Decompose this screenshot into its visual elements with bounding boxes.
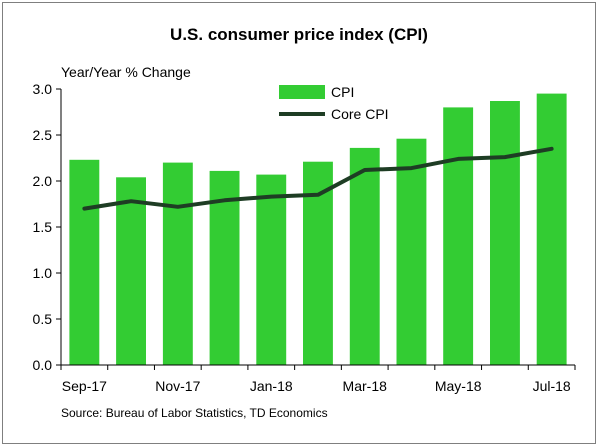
y-tick-label-0.0: 0.0 <box>33 357 53 373</box>
cpi-chart: U.S. consumer price index (CPI) Year/Yea… <box>33 25 576 420</box>
cpi-bar-apr-18 <box>396 138 427 365</box>
cpi-bars <box>69 93 567 366</box>
cpi-bar-jul-18 <box>536 93 567 365</box>
x-tick-label-sep-17: Sep-17 <box>62 378 107 394</box>
cpi-bar-may-18 <box>443 107 474 366</box>
y-tick-label-0.5: 0.5 <box>33 311 53 327</box>
legend-label-core-cpi: Core CPI <box>331 106 389 122</box>
cpi-bar-jan-18 <box>256 174 287 365</box>
y-tick-label-1.0: 1.0 <box>33 265 53 281</box>
x-tick-label-may-18: May-18 <box>435 378 482 394</box>
cpi-bar-feb-18 <box>303 161 333 365</box>
cpi-bar-jun-18 <box>490 101 520 365</box>
cpi-bar-mar-18 <box>349 147 380 365</box>
chart-title: U.S. consumer price index (CPI) <box>170 25 428 44</box>
cpi-bar-sep-17 <box>69 159 100 365</box>
x-tick-label-nov-17: Nov-17 <box>155 378 200 394</box>
chart-frame: U.S. consumer price index (CPI) Year/Yea… <box>2 2 596 444</box>
y-tick-label-1.5: 1.5 <box>33 219 53 235</box>
y-tick-label-2.5: 2.5 <box>33 127 53 143</box>
core-cpi-line-group <box>82 146 554 211</box>
legend-label-cpi: CPI <box>331 84 354 100</box>
x-tick-label-jul-18: Jul-18 <box>533 378 571 394</box>
x-tick-label-jan-18: Jan-18 <box>250 378 293 394</box>
y-axis-unit-label: Year/Year % Change <box>61 64 191 80</box>
cpi-bar-oct-17 <box>116 177 146 365</box>
cpi-bar-nov-17 <box>162 162 193 365</box>
source-note: Source: Bureau of Labor Statistics, TD E… <box>61 406 328 420</box>
legend-swatch-cpi <box>279 85 325 99</box>
axes: 0.0 0.5 1.0 1.5 2.0 2.5 3.0 Sep-17 Nov-17 Jan-18 M… <box>33 81 576 394</box>
x-tick-label-mar-18: Mar-18 <box>343 378 388 394</box>
legend: CPI Core CPI <box>279 84 389 122</box>
y-tick-label-2.0: 2.0 <box>33 173 53 189</box>
y-tick-label-3.0: 3.0 <box>33 81 53 97</box>
